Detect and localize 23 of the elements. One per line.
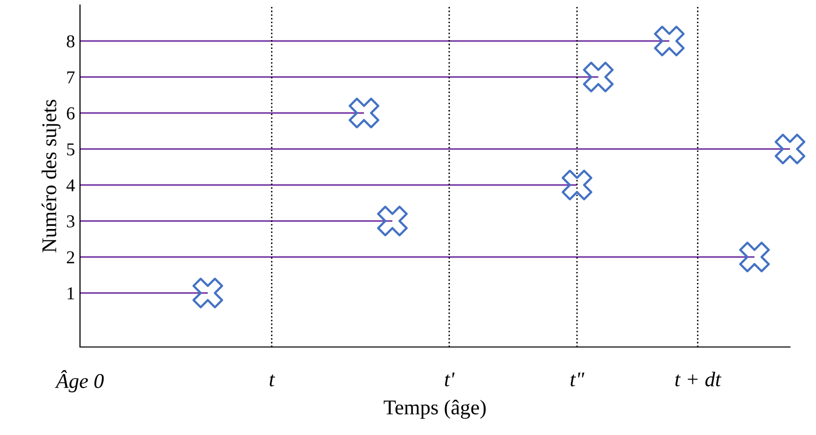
y-tick-label: 7 bbox=[67, 71, 75, 84]
point bbox=[654, 26, 685, 56]
y-tick-label: 2 bbox=[66, 251, 74, 264]
point bbox=[562, 170, 592, 200]
y-tick-label: 6 bbox=[66, 107, 75, 120]
y-tick-label: 3 bbox=[66, 215, 74, 228]
point bbox=[739, 242, 770, 272]
x-axis-title: Temps (âge) bbox=[384, 400, 486, 419]
ref-line-label: t bbox=[270, 374, 276, 386]
point bbox=[774, 134, 806, 164]
point bbox=[582, 62, 614, 92]
point bbox=[348, 98, 380, 128]
y-axis-title: Numéro des sujets bbox=[42, 100, 61, 252]
text: Âge 0 bbox=[54, 370, 104, 392]
y-tick-label: 1 bbox=[68, 287, 74, 300]
ref-line-label: t' bbox=[444, 372, 455, 386]
y-tick-label: 4 bbox=[66, 179, 75, 192]
ref-line-label: t" bbox=[570, 372, 584, 386]
y-tick-label: 8 bbox=[66, 35, 74, 48]
point bbox=[192, 278, 224, 308]
point bbox=[377, 206, 408, 236]
ref-line-label: t + dt bbox=[675, 372, 722, 386]
y-tick-label: 5 bbox=[67, 143, 74, 156]
